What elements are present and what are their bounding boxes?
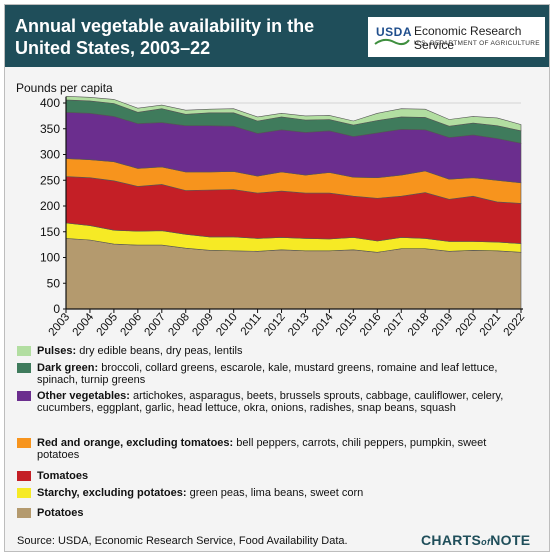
legend-text: Red and orange, excluding tomatoes: bell…: [37, 437, 527, 461]
x-tick-2008: 2008: [166, 311, 192, 338]
y-tick-0: 0: [53, 302, 60, 316]
x-tick-2004: 2004: [71, 311, 97, 339]
x-tick-2006: 2006: [118, 311, 144, 338]
agency-subtitle: U.S. DEPARTMENT OF AGRICULTURE: [414, 40, 540, 47]
usda-swoosh-icon: [374, 38, 410, 46]
x-tick-2015: 2015: [334, 311, 360, 338]
legend-description: green peas, lima beans, sweet corn: [186, 487, 364, 499]
y-tick-400: 400: [40, 96, 60, 110]
source-note: Source: USDA, Economic Research Service,…: [17, 535, 348, 547]
legend-swatch: [17, 508, 31, 518]
x-tick-2007: 2007: [142, 311, 168, 338]
legend-swatch: [17, 471, 31, 481]
legend-description: dry edible beans, dry peas, lentils: [76, 345, 243, 357]
legend-swatch: [17, 488, 31, 498]
x-tick-2011: 2011: [239, 311, 264, 338]
legend-swatch: [17, 438, 31, 448]
axes: [65, 97, 523, 310]
y-tick-350: 350: [40, 122, 60, 136]
x-tick-2003: 2003: [47, 311, 73, 338]
x-tick-2010: 2010: [214, 311, 240, 338]
x-tick-2020: 2020: [454, 311, 480, 338]
y-tick-50: 50: [47, 276, 61, 290]
legend-category: Red and orange, excluding tomatoes:: [37, 437, 234, 449]
x-tick-2019: 2019: [430, 311, 456, 338]
usda-ers-logo: USDA Economic Research Service U.S. DEPA…: [368, 17, 545, 57]
legend-category: Other vegetables:: [37, 390, 130, 402]
legend-swatch: [17, 346, 31, 356]
x-tick-2018: 2018: [406, 311, 432, 338]
brand-of: of: [481, 537, 491, 547]
y-tick-labels: 0 50 100 150 200 250 300 350 400: [40, 96, 66, 316]
area-pulses: [65, 95, 522, 132]
legend-text: Tomatoes: [37, 470, 527, 482]
stacked-area-chart: Pounds per capita 0 50 100 150 200 250 300 350 4…: [16, 81, 528, 339]
x-tick-2014: 2014: [310, 311, 336, 339]
chart-title: Annual vegetable availability in the Uni…: [15, 16, 315, 58]
legend-text: Other vegetables: artichokes, asparagus,…: [37, 390, 527, 414]
legend-category: Tomatoes: [37, 470, 89, 482]
legend-text: Pulses: dry edible beans, dry peas, lent…: [37, 345, 527, 357]
legend-category: Starchy, excluding potatoes:: [37, 487, 187, 499]
y-tick-200: 200: [40, 199, 60, 213]
brand-main: CHARTS: [421, 532, 482, 548]
x-tick-2013: 2013: [286, 311, 312, 338]
usda-logo-text: USDA: [376, 25, 413, 39]
legend-description: broccoli, collard greens, escarole, kale…: [37, 362, 498, 386]
legend-swatch: [17, 363, 31, 373]
legend-category: Pulses:: [37, 345, 77, 357]
y-tick-250: 250: [40, 173, 60, 187]
x-tick-2009: 2009: [190, 311, 216, 338]
brand-note: NOTE: [490, 532, 531, 548]
area-series: [65, 95, 522, 310]
title-banner: Annual vegetable availability in the Uni…: [5, 5, 549, 67]
legend-description: bell peppers, carrots, chili peppers, pu…: [37, 437, 487, 461]
y-tick-150: 150: [40, 225, 60, 239]
agency-name: Economic Research Service: [414, 24, 522, 52]
x-tick-labels: 2003200420052006200720082009201020112012…: [47, 309, 528, 339]
x-tick-2005: 2005: [95, 311, 121, 338]
y-tick-100: 100: [40, 251, 60, 265]
legend-text: Potatoes: [37, 507, 527, 519]
y-axis-label: Pounds per capita: [16, 81, 113, 95]
legend-text: Starchy, excluding potatoes: green peas,…: [37, 487, 527, 499]
x-tick-2016: 2016: [358, 311, 384, 338]
legend-category: Dark green:: [37, 362, 99, 374]
y-tick-300: 300: [40, 148, 60, 162]
x-tick-2012: 2012: [262, 311, 288, 338]
x-tick-2022: 2022: [502, 311, 528, 338]
charts-of-note-logo: CHARTSofNOTE: [421, 532, 530, 548]
legend-category: Potatoes: [37, 507, 84, 519]
legend-swatch: [17, 391, 31, 401]
x-tick-2021: 2021: [478, 311, 504, 338]
legend-description: artichokes, asparagus, beets, brussels s…: [37, 390, 504, 414]
chart-card: Annual vegetable availability in the Uni…: [4, 4, 550, 552]
x-tick-2017: 2017: [382, 311, 408, 338]
legend-text: Dark green: broccoli, collard greens, es…: [37, 362, 527, 386]
